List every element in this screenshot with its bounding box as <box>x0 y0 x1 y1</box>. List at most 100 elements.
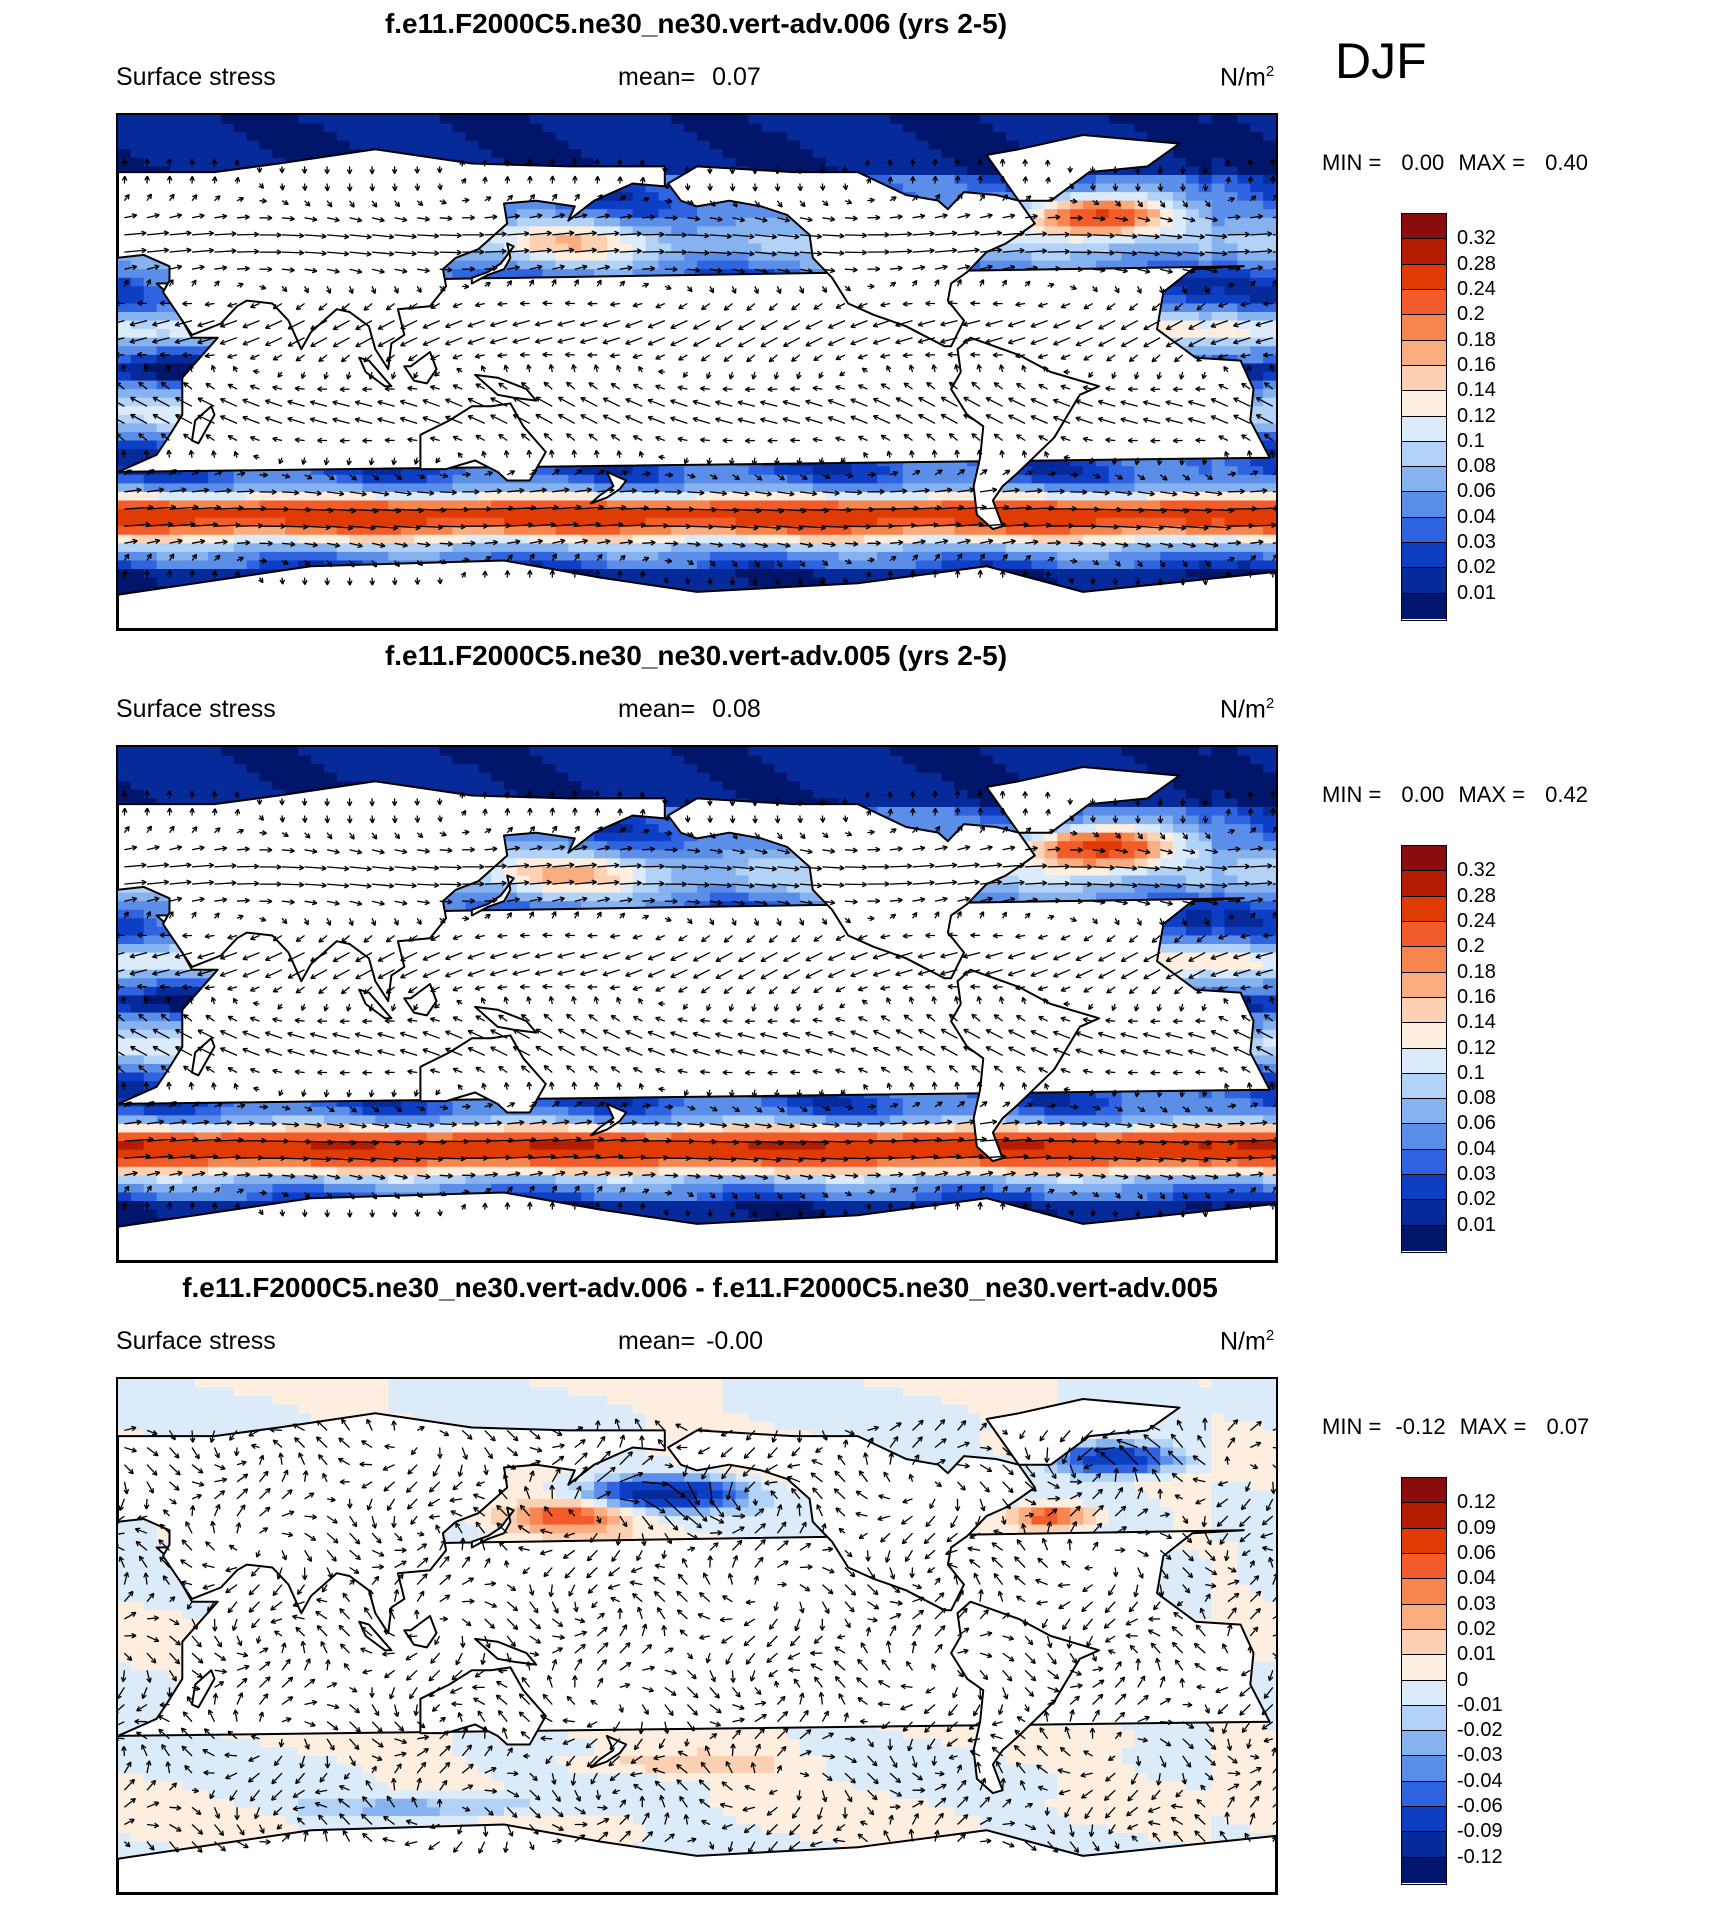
stress-vector <box>1092 1666 1104 1672</box>
stress-vector <box>709 1498 725 1518</box>
stress-vector <box>867 863 890 870</box>
stress-vector <box>731 1555 739 1568</box>
stress-vector <box>295 986 305 994</box>
stress-vector <box>954 1498 961 1512</box>
stress-vector <box>1069 1683 1083 1689</box>
stress-vector <box>1047 1120 1065 1127</box>
stress-vector <box>174 951 193 959</box>
stress-vector <box>931 996 937 1005</box>
stress-vector <box>546 1674 553 1688</box>
stress-vector <box>664 1172 679 1179</box>
stress-vector <box>219 969 238 978</box>
stress-vector <box>865 571 871 578</box>
stress-vector <box>416 917 422 926</box>
stress-vector <box>211 176 218 184</box>
stress-vector <box>393 1704 400 1718</box>
stress-vector <box>1157 815 1164 824</box>
stress-vector <box>512 337 530 344</box>
stress-vector <box>135 1731 148 1740</box>
stress-vector <box>821 832 829 839</box>
stress-vector <box>957 1648 969 1655</box>
stress-vector <box>776 1695 786 1705</box>
stress-vector <box>326 832 333 840</box>
stress-vector <box>663 183 669 190</box>
stress-vector <box>888 1814 894 1825</box>
stress-vector <box>394 832 401 840</box>
stress-vector <box>954 807 961 816</box>
stress-vector <box>249 986 260 992</box>
stress-vector <box>1070 1190 1078 1196</box>
stress-vector <box>372 1122 390 1129</box>
stress-vector <box>700 986 711 994</box>
stress-vector <box>211 1082 217 1090</box>
stress-vector <box>1069 1520 1077 1534</box>
stress-vector <box>249 1016 260 1022</box>
stress-vector <box>659 1794 666 1808</box>
stress-vector <box>562 1738 576 1745</box>
stress-vector <box>768 354 778 363</box>
stress-vector <box>844 1772 856 1784</box>
stress-vector <box>1047 556 1055 563</box>
stress-vector <box>588 382 598 390</box>
stress-vector <box>138 1013 148 1022</box>
stress-vector <box>953 995 960 1005</box>
stress-vector <box>707 1209 713 1218</box>
stress-vector <box>822 882 845 888</box>
stress-vector <box>866 1437 874 1448</box>
stress-vector <box>1114 1192 1121 1199</box>
stress-vector <box>1194 1813 1206 1825</box>
stress-vector <box>1047 1841 1059 1853</box>
stress-vector <box>549 1484 555 1499</box>
stress-vector <box>394 1738 408 1745</box>
stress-vector <box>484 1187 492 1194</box>
stress-vector <box>144 1201 150 1210</box>
stress-vector <box>664 916 672 922</box>
stress-vector <box>1025 1171 1039 1178</box>
stress-vector <box>564 983 575 990</box>
stress-vector <box>709 882 732 889</box>
stress-vector <box>1022 570 1029 578</box>
stress-vector <box>1205 1582 1217 1589</box>
stress-vector <box>301 798 308 806</box>
stress-vector <box>602 969 620 977</box>
stress-vector <box>895 319 913 328</box>
stress-vector <box>973 1704 981 1717</box>
stress-vector <box>1182 865 1205 872</box>
stress-vector <box>146 1635 160 1643</box>
stress-vector <box>146 1170 161 1177</box>
stress-vector <box>540 1714 553 1723</box>
stress-vector <box>1263 1737 1273 1743</box>
stress-vector <box>844 1601 855 1613</box>
stress-vector <box>1137 1529 1151 1536</box>
stress-vector <box>1158 1584 1165 1597</box>
stress-vector <box>279 1209 286 1217</box>
stress-vector <box>754 849 768 855</box>
stress-vector <box>1114 474 1124 480</box>
stress-vector <box>259 1506 271 1517</box>
panel-2-min-label: MIN = <box>1322 782 1381 807</box>
stress-vector <box>242 319 260 329</box>
stress-vector <box>236 1635 243 1647</box>
stress-vector <box>902 301 913 307</box>
stress-vector <box>1069 1464 1077 1479</box>
stress-vector <box>818 457 825 465</box>
stress-vector <box>146 212 160 219</box>
stress-vector <box>445 1047 463 1057</box>
stress-vector <box>484 828 492 834</box>
stress-vector <box>304 560 311 567</box>
stress-vector <box>844 558 852 565</box>
stress-vector <box>124 1446 137 1453</box>
stress-vector <box>462 197 470 204</box>
stress-vector <box>272 302 283 310</box>
stress-vector <box>214 897 228 903</box>
stress-vector <box>279 183 286 191</box>
stress-vector <box>574 1452 588 1466</box>
colorbar-label: 0.16 <box>1457 354 1496 377</box>
stress-vector <box>687 1173 701 1180</box>
stress-vector <box>123 1571 130 1585</box>
stress-vector <box>188 996 194 1005</box>
stress-vector <box>957 1119 975 1125</box>
stress-vector <box>796 1503 802 1517</box>
stress-vector <box>963 413 981 424</box>
stress-vector <box>332 1049 350 1057</box>
